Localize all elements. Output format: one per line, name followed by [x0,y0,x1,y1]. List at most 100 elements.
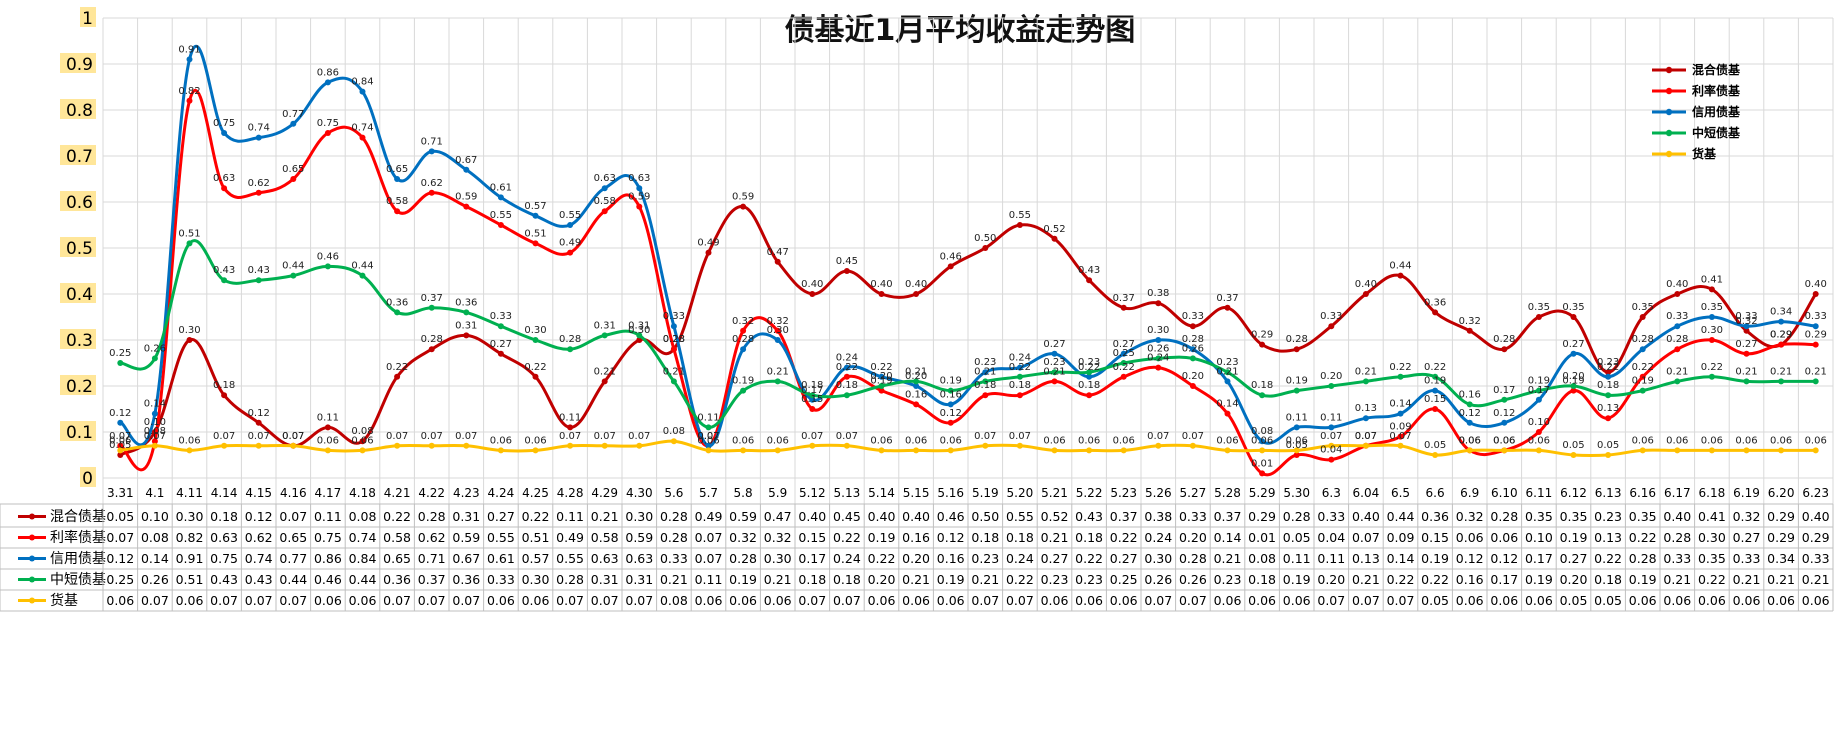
data-label: 0.59 [628,192,650,203]
table-cell: 0.20 [1179,530,1207,545]
table-cell: 0.33 [1179,509,1207,524]
data-point [255,277,262,284]
data-point [117,419,124,426]
data-point [1328,383,1335,389]
data-label: 0.30 [767,325,789,336]
table-cell: 0.07 [798,593,826,608]
data-label: 0.21 [1355,366,1377,377]
table-cell: 0.61 [487,551,515,566]
table-cell: 0.28 [556,572,584,587]
table-cell: 0.28 [660,509,688,524]
table-cell: 0.47 [764,509,792,524]
table-cell: 0.59 [625,530,653,545]
data-label: 0.26 [1182,343,1204,354]
data-point [1605,392,1612,399]
data-label: 0.06 [1459,435,1481,446]
table-cell: 0.44 [349,572,377,587]
data-point [290,176,297,182]
data-label: 0.20 [905,371,927,382]
data-point [1432,452,1439,458]
data-label: 0.71 [421,136,443,147]
data-point [324,130,331,136]
table-cell: 0.31 [452,509,480,524]
data-label: 0.25 [109,348,131,359]
data-point [532,240,539,247]
series-line-4 [120,439,1816,458]
data-point [740,346,747,353]
y-tick-label: 0.2 [66,377,93,397]
data-point [809,406,816,412]
table-cell: 0.32 [1733,509,1761,524]
table-cell: 0.22 [1006,572,1034,587]
x-tick-label: 5.28 [1214,486,1241,500]
data-point [1224,447,1231,454]
table-cell: 0.55 [487,530,515,545]
data-point [843,442,850,449]
data-point [601,378,608,385]
data-point [705,447,712,454]
data-point [497,323,504,330]
data-point [255,419,262,426]
data-label: 0.19 [870,376,892,387]
data-point [1778,341,1785,348]
table-cell: 0.21 [1767,572,1795,587]
data-point [1639,387,1646,394]
table-cell: 0.12 [106,551,134,566]
data-point [1466,419,1473,426]
data-point [186,447,193,454]
data-label: 0.55 [559,210,581,221]
table-cell: 0.40 [868,509,896,524]
table-cell: 0.41 [1698,509,1726,524]
data-label: 0.07 [109,431,131,442]
data-point [567,346,574,353]
data-label: 0.06 [1528,435,1550,446]
x-tick-label: 4.22 [418,486,445,500]
table-cell: 0.23 [1075,572,1103,587]
table-cell: 0.34 [1767,551,1795,566]
data-label: 0.50 [974,233,996,244]
data-label: 0.05 [109,440,131,451]
data-point [255,134,262,141]
table-cell: 0.07 [279,593,307,608]
data-label: 0.07 [1320,431,1342,442]
table-cell: 0.25 [1110,572,1138,587]
data-point [947,387,954,394]
data-label: 0.33 [490,311,512,322]
table-cell: 0.05 [1594,593,1622,608]
table-cell: 0.06 [1110,593,1138,608]
table-cell: 0.05 [1421,593,1449,608]
table-cell: 0.05 [106,509,134,524]
data-label: 0.19 [1424,376,1446,387]
data-label: 0.06 [732,435,754,446]
table-cell: 0.07 [971,593,999,608]
data-point [705,424,712,431]
data-label: 0.06 [1216,435,1238,446]
x-tick-label: 5.6 [664,486,683,500]
data-point [221,185,228,192]
data-point [809,291,816,297]
data-point [982,245,989,251]
table-cell: 0.18 [1006,530,1034,545]
y-tick-highlight [60,53,96,73]
y-tick-label: 0.5 [66,239,93,259]
data-label: 0.21 [1666,366,1688,377]
table-cell: 0.18 [798,572,826,587]
table-cell: 0.74 [245,551,273,566]
data-label: 0.08 [663,426,685,437]
data-point [1189,383,1196,389]
data-point [1812,378,1819,385]
data-label: 0.74 [351,123,373,134]
data-point [1362,442,1369,449]
table-cell: 0.37 [418,572,446,587]
data-point [117,447,124,454]
data-point [463,203,470,210]
grid-layer [102,17,1834,504]
data-label: 0.22 [1389,362,1411,373]
data-point [947,263,954,270]
data-label: 0.37 [1113,293,1135,304]
data-label: 0.11 [697,412,719,423]
table-cell: 0.63 [625,551,653,566]
table-cell: 0.27 [1733,530,1761,545]
table-cell: 0.11 [1283,551,1311,566]
chart-title: 债基近1月平均收益走势图 [785,13,1136,48]
